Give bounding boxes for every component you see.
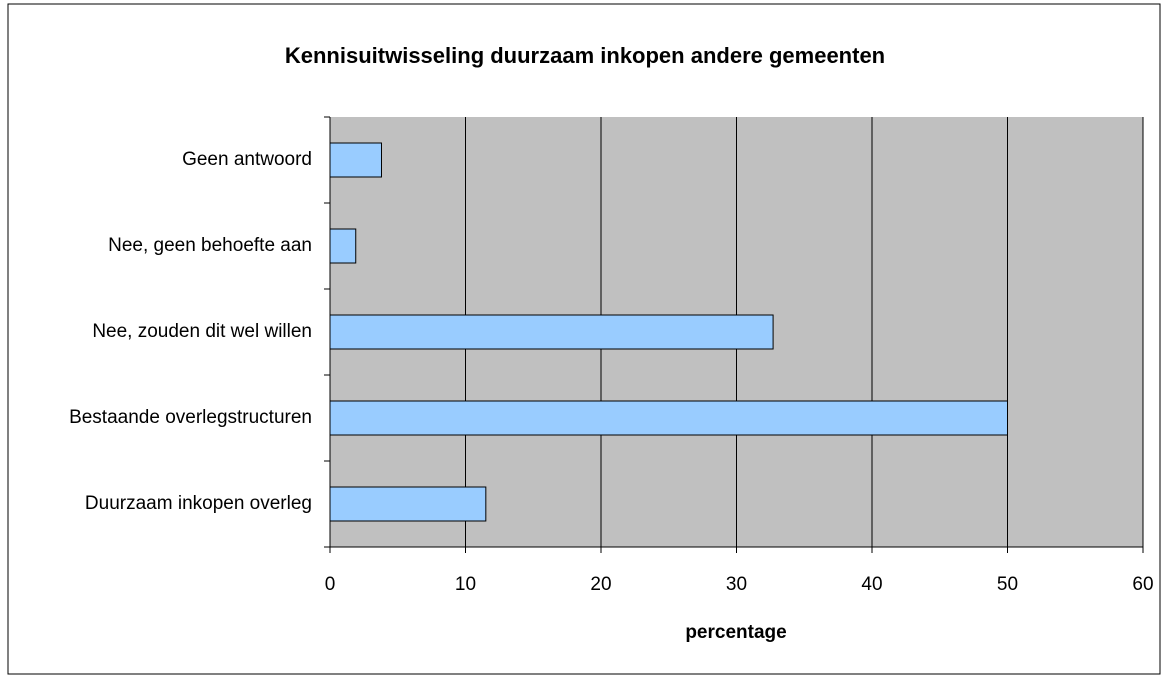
y-tick-label: Nee, geen behoefte aan [108,235,312,256]
y-tick-label: Nee, zouden dit wel willen [92,321,312,342]
x-tick-label: 10 [455,574,476,595]
bar [329,486,487,522]
x-tick-label: 50 [997,574,1018,595]
y-tick-label-box: Nee, geen behoefte aan [0,231,312,261]
y-tick-label-box: Nee, zouden dit wel willen [0,317,312,347]
y-tick-label: Geen antwoord [182,149,312,170]
bar [329,400,1008,436]
x-axis-title: percentage [685,622,786,643]
x-tick-label: 30 [726,574,747,595]
y-tick-label-box: Duurzaam inkopen overleg [0,489,312,519]
chart-title: Kennisuitwisseling duurzaam inkopen ande… [285,43,885,68]
bar [329,228,357,264]
x-tick-label: 40 [861,574,882,595]
y-tick-label-box: Geen antwoord [0,145,312,175]
y-tick-label-box: Bestaande overlegstructuren [0,403,312,433]
y-tick-label: Duurzaam inkopen overleg [84,493,312,514]
x-tick-label: 60 [1132,574,1153,595]
bar [329,314,774,350]
x-tick-label: 0 [325,574,336,595]
y-tick-label: Bestaande overlegstructuren [69,407,312,428]
x-tick-label: 20 [590,574,611,595]
bar [329,142,382,178]
